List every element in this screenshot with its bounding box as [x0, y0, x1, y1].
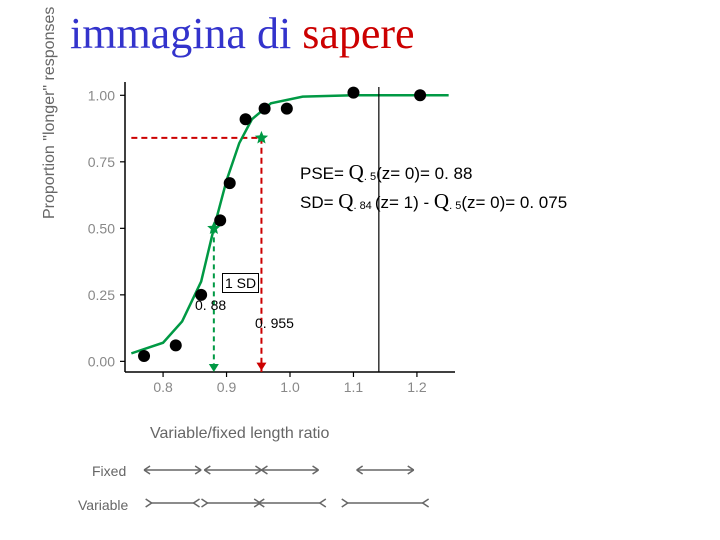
formula-annotations: PSE= Q. 5(z= 0)= 0. 88 SD= Q. 84 (z= 1) … — [300, 158, 567, 217]
svg-text:1.00: 1.00 — [88, 87, 115, 103]
annotation-0955: 0. 955 — [255, 315, 294, 331]
pse-formula: PSE= Q. 5(z= 0)= 0. 88 — [300, 158, 567, 187]
annotation-1sd: 1 SD — [222, 275, 259, 291]
svg-text:0.9: 0.9 — [217, 379, 237, 395]
sd-formula: SD= Q. 84 (z= 1) - Q. 5(z= 0)= 0. 075 — [300, 187, 567, 216]
page-title: immagina di sapere — [70, 8, 415, 59]
chart: 0.00 0.25 0.50 0.75 1.00 0.8 0.9 1.0 1.1 1.2 — [45, 70, 695, 430]
annotation-088: 0. 88 — [195, 297, 226, 313]
svg-text:1.0: 1.0 — [280, 379, 300, 395]
svg-text:1.1: 1.1 — [344, 379, 364, 395]
svg-text:1.2: 1.2 — [407, 379, 427, 395]
svg-text:0.25: 0.25 — [88, 287, 115, 303]
svg-text:0.8: 0.8 — [153, 379, 173, 395]
arrow-glyphs — [0, 455, 720, 535]
svg-text:0.50: 0.50 — [88, 220, 115, 236]
svg-text:0.00: 0.00 — [88, 353, 115, 369]
svg-text:0.75: 0.75 — [88, 154, 115, 170]
